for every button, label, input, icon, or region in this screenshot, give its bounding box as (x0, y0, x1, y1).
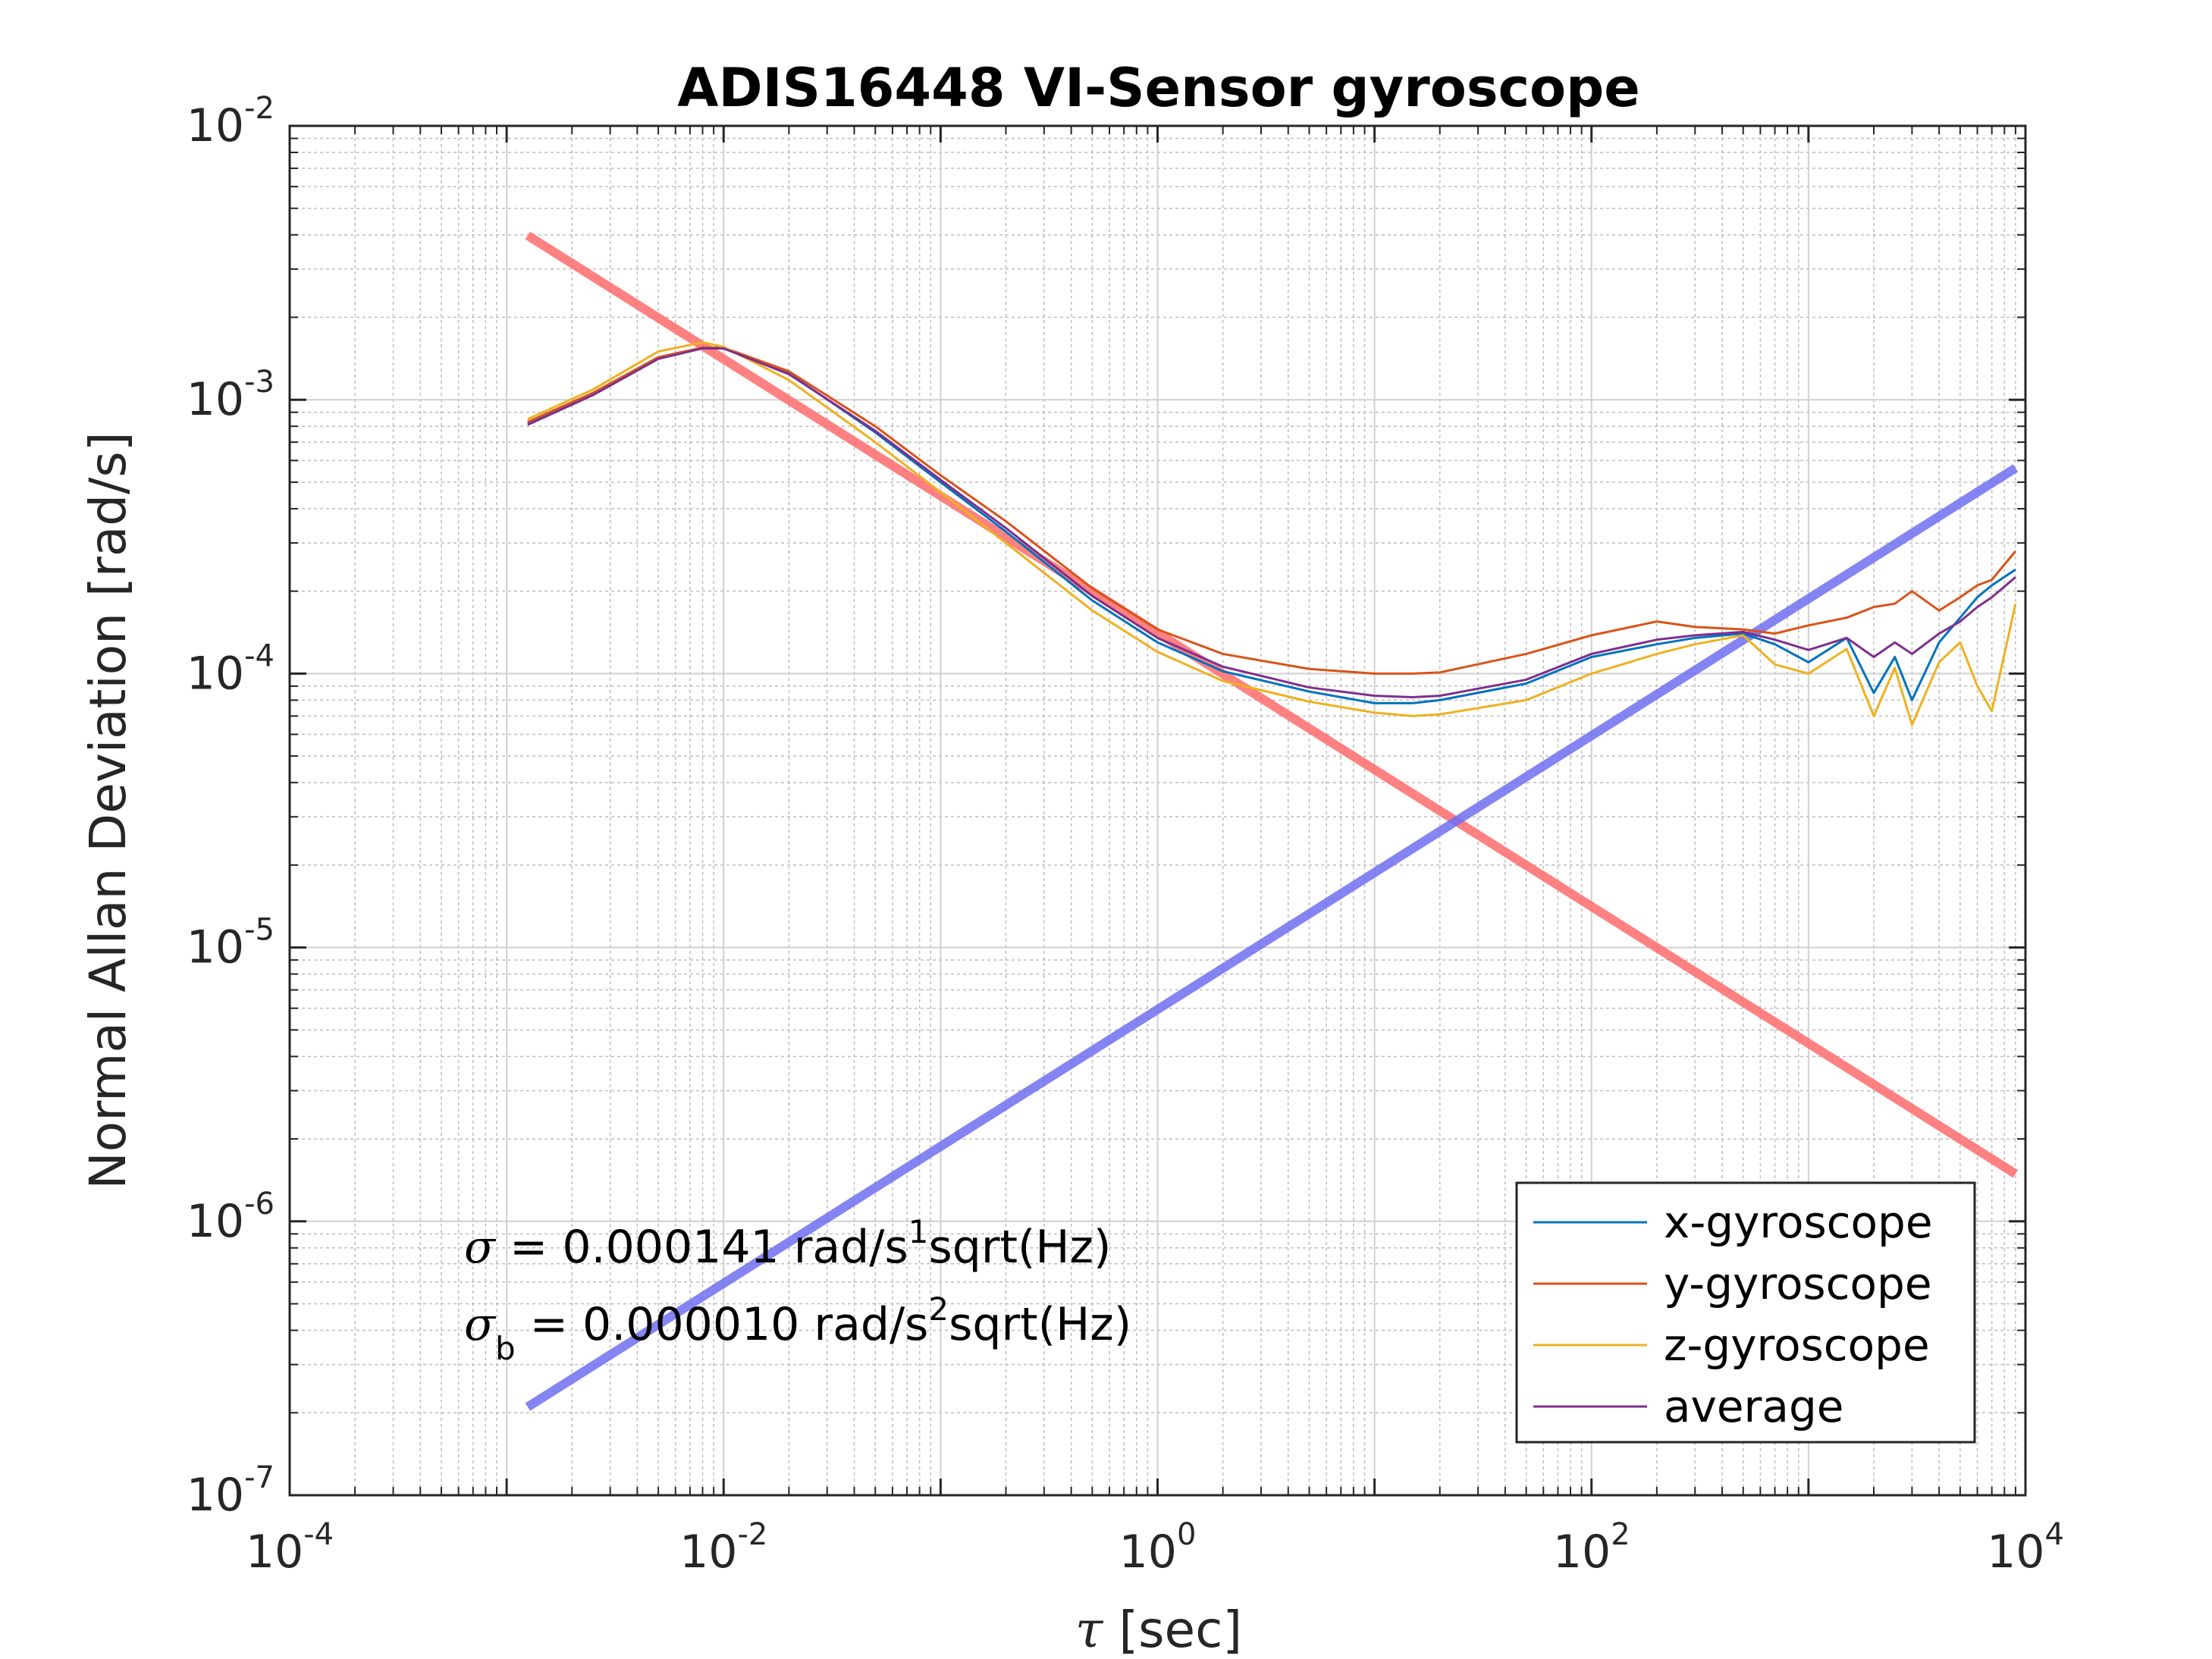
y-tick-label: 10-7 (187, 1460, 275, 1522)
y-tick-base: 10 (187, 1195, 244, 1248)
x-tick-base: 10 (679, 1526, 737, 1579)
fit-lines (525, 231, 2019, 1411)
x-axis-label-text: [sec] (1103, 1601, 1242, 1659)
y-tick-exponent: -2 (244, 91, 275, 126)
x-tick-exponent: 2 (1611, 1517, 1630, 1552)
y-tick-label: 10-6 (187, 1187, 275, 1248)
annotation-sigma-b-unit: sqrt(Hz) (949, 1298, 1131, 1351)
y-tick-exponent: -6 (244, 1187, 275, 1222)
y-tick-exponent: -5 (244, 913, 275, 948)
annotation-sigma-symbol: σ (464, 1221, 497, 1274)
annotation-sigma-b: σb = 0.000010 rad/s2sqrt(Hz) (464, 1291, 1131, 1367)
chart-title: ADIS16448 VI-Sensor gyroscope (677, 57, 1639, 119)
x-tick-label: 104 (1987, 1517, 2064, 1579)
data-series (527, 341, 2017, 726)
y-tick-base: 10 (187, 921, 244, 974)
x-tick-exponent: -2 (737, 1517, 767, 1552)
annotation-sigma: σ = 0.000141 rad/s1sqrt(Hz) (464, 1213, 1111, 1274)
legend: x-gyroscope y-gyroscope z-gyroscope aver… (1515, 1181, 1976, 1444)
x-axis-label: τ [sec] (1075, 1601, 1242, 1659)
y-tick-exponent: -4 (244, 638, 275, 673)
annotation-sigma-b-text: σb = 0.000010 rad/s2sqrt(Hz) (464, 1291, 1131, 1367)
y-tick-label: 10-5 (187, 913, 275, 974)
annotation-sigma-power: 1 (908, 1213, 929, 1250)
legend-label-z-gyroscope: z-gyroscope (1664, 1319, 1930, 1371)
annotation-sigma-b-value: = 0.000010 rad/s (516, 1298, 929, 1351)
annotation-sigma-b-sub: b (495, 1330, 516, 1367)
y-tick-labels: 10-710-610-510-410-310-2 (187, 91, 275, 1522)
x-tick-base: 10 (1987, 1526, 2044, 1579)
annotation-sigma-text: σ = 0.000141 rad/s1sqrt(Hz) (464, 1213, 1111, 1274)
x-tick-label: 100 (1119, 1517, 1197, 1579)
x-tick-labels: 10-4 10-2 100 102 104 (246, 1517, 2064, 1579)
x-tick-base: 10 (1119, 1526, 1177, 1579)
x-tick-label: 10-4 (246, 1517, 334, 1579)
legend-box (1515, 1181, 1976, 1444)
y-tick-label: 10-4 (187, 638, 275, 700)
white-noise-fit (525, 231, 2019, 1178)
series-line-average (527, 347, 2016, 699)
x-tick-label: 10-2 (679, 1517, 767, 1579)
annotation-sigma-b-symbol: σ (464, 1298, 497, 1351)
annotation-sigma-value: = 0.000141 rad/s (495, 1221, 908, 1274)
random-walk-fit (525, 464, 2019, 1411)
legend-label-y-gyroscope: y-gyroscope (1664, 1258, 1932, 1309)
x-tick-exponent: 4 (2044, 1517, 2063, 1552)
y-tick-base: 10 (187, 647, 244, 700)
x-tick-exponent: -4 (303, 1517, 334, 1552)
annotation-sigma-unit: sqrt(Hz) (928, 1221, 1111, 1274)
y-tick-exponent: -3 (244, 365, 275, 400)
y-tick-exponent: -7 (244, 1460, 275, 1495)
x-tick-exponent: 0 (1177, 1517, 1196, 1552)
x-axis-symbol: τ (1075, 1601, 1104, 1659)
x-tick-base: 10 (246, 1526, 303, 1579)
legend-label-average: average (1664, 1381, 1843, 1432)
series-line-y-gyroscope (527, 346, 2017, 675)
x-tick-base: 10 (1553, 1526, 1611, 1579)
series-line-z-gyroscope (527, 341, 2017, 726)
y-tick-base: 10 (187, 373, 244, 426)
tick-marks (288, 124, 2027, 1497)
y-tick-base: 10 (187, 99, 244, 152)
y-tick-label: 10-3 (187, 365, 275, 426)
y-axis-label: Normal Allan Deviation [rad/s] (79, 431, 137, 1189)
legend-label-x-gyroscope: x-gyroscope (1664, 1196, 1933, 1248)
y-tick-label: 10-2 (187, 91, 275, 152)
y-tick-base: 10 (187, 1469, 244, 1522)
x-tick-label: 102 (1553, 1517, 1630, 1579)
annotation-sigma-b-power: 2 (928, 1291, 949, 1328)
